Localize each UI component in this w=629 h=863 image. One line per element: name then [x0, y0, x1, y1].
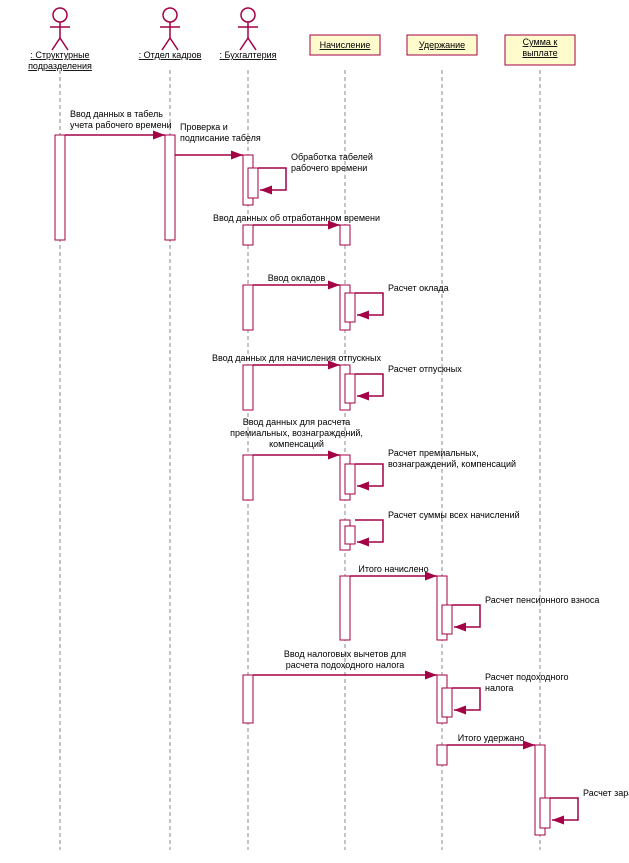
activation	[540, 798, 550, 828]
svg-text:выплате: выплате	[522, 48, 557, 58]
message: Итого удержано	[447, 733, 535, 745]
svg-text:Удержание: Удержание	[419, 40, 465, 50]
svg-text:учета рабочего времени: учета рабочего времени	[70, 120, 172, 130]
message: Расчет суммы всех начислений	[355, 510, 520, 542]
svg-text:Сумма к: Сумма к	[523, 37, 558, 47]
svg-text:Расчет отпускных: Расчет отпускных	[388, 364, 462, 374]
activation	[243, 365, 253, 410]
svg-text:Ввод окладов: Ввод окладов	[268, 273, 326, 283]
svg-text:: Структурные: : Структурные	[30, 50, 89, 60]
message: Ввод налоговых вычетов длярасчета подохо…	[253, 649, 437, 675]
svg-text:Обработка табелей: Обработка табелей	[291, 152, 373, 162]
svg-text:Расчет пенсионного взноса: Расчет пенсионного взноса	[485, 595, 599, 605]
svg-text:компенсаций: компенсаций	[269, 439, 324, 449]
activation	[248, 168, 258, 198]
activation	[243, 225, 253, 245]
activation	[345, 293, 355, 322]
svg-text:премиальных, вознаграждений,: премиальных, вознаграждений,	[230, 428, 363, 438]
message: Расчет оклада	[355, 283, 449, 315]
message: Ввод окладов	[253, 273, 340, 285]
activation	[345, 374, 355, 403]
actor-payout: Сумма квыплате	[505, 35, 575, 850]
message: Расчет премиальных,вознаграждений, компе…	[355, 448, 516, 486]
svg-text:расчета подоходного налога: расчета подоходного налога	[286, 660, 405, 670]
svg-text:Ввод данных об отработанном вр: Ввод данных об отработанном времени	[213, 213, 380, 223]
activation	[243, 675, 253, 723]
svg-text:: Бухгалтерия: : Бухгалтерия	[220, 50, 277, 60]
message: Ввод данных для расчетапремиальных, возн…	[230, 417, 363, 455]
svg-text:Расчет суммы всех начислений: Расчет суммы всех начислений	[388, 510, 520, 520]
message: Ввод данных в табельучета рабочего време…	[65, 109, 172, 135]
svg-text:Ввод данных в табель: Ввод данных в табель	[70, 109, 163, 119]
activation	[243, 455, 253, 500]
activation	[442, 605, 452, 634]
activation	[442, 688, 452, 717]
message: Ввод данных об отработанном времени	[213, 213, 380, 225]
svg-text:Начисление: Начисление	[320, 40, 371, 50]
activation	[345, 464, 355, 494]
message: Расчет подоходногоналога	[452, 672, 569, 710]
message: Ввод данных для начисления отпускных	[212, 353, 381, 365]
svg-text:: Отдел кадров: : Отдел кадров	[139, 50, 202, 60]
svg-text:Расчет заработной платы: Расчет заработной платы	[583, 788, 629, 798]
svg-text:Ввод налоговых вычетов для: Ввод налоговых вычетов для	[284, 649, 406, 659]
svg-text:Расчет премиальных,: Расчет премиальных,	[388, 448, 479, 458]
message: Расчет отпускных	[355, 364, 462, 396]
sequence-diagram: : Структурныеподразделения : Отдел кадров…	[0, 0, 629, 863]
activation	[340, 576, 350, 640]
actor-deduction: Удержание	[407, 35, 477, 850]
message: Итого начислено	[350, 564, 437, 576]
svg-text:подразделения: подразделения	[28, 61, 92, 71]
message: Обработка табелейрабочего времени	[258, 152, 373, 190]
svg-text:Проверка и: Проверка и	[180, 122, 228, 132]
svg-text:Ввод данных для расчета: Ввод данных для расчета	[243, 417, 351, 427]
activation	[55, 135, 65, 240]
activation	[243, 285, 253, 330]
message: Расчет заработной платы	[550, 788, 629, 820]
activation	[345, 526, 355, 544]
activation	[437, 745, 447, 765]
svg-text:Итого начислено: Итого начислено	[358, 564, 428, 574]
svg-text:рабочего времени: рабочего времени	[291, 163, 367, 173]
activation	[165, 135, 175, 240]
svg-text:Итого удержано: Итого удержано	[458, 733, 525, 743]
svg-text:подписание табеля: подписание табеля	[180, 133, 261, 143]
svg-text:вознаграждений, компенсаций: вознаграждений, компенсаций	[388, 459, 516, 469]
svg-text:Расчет подоходного: Расчет подоходного	[485, 672, 569, 682]
svg-text:Ввод данных для начисления отп: Ввод данных для начисления отпускных	[212, 353, 381, 363]
svg-text:налога: налога	[485, 683, 513, 693]
message: Расчет пенсионного взноса	[452, 595, 599, 627]
svg-text:Расчет оклада: Расчет оклада	[388, 283, 449, 293]
activation	[340, 225, 350, 245]
